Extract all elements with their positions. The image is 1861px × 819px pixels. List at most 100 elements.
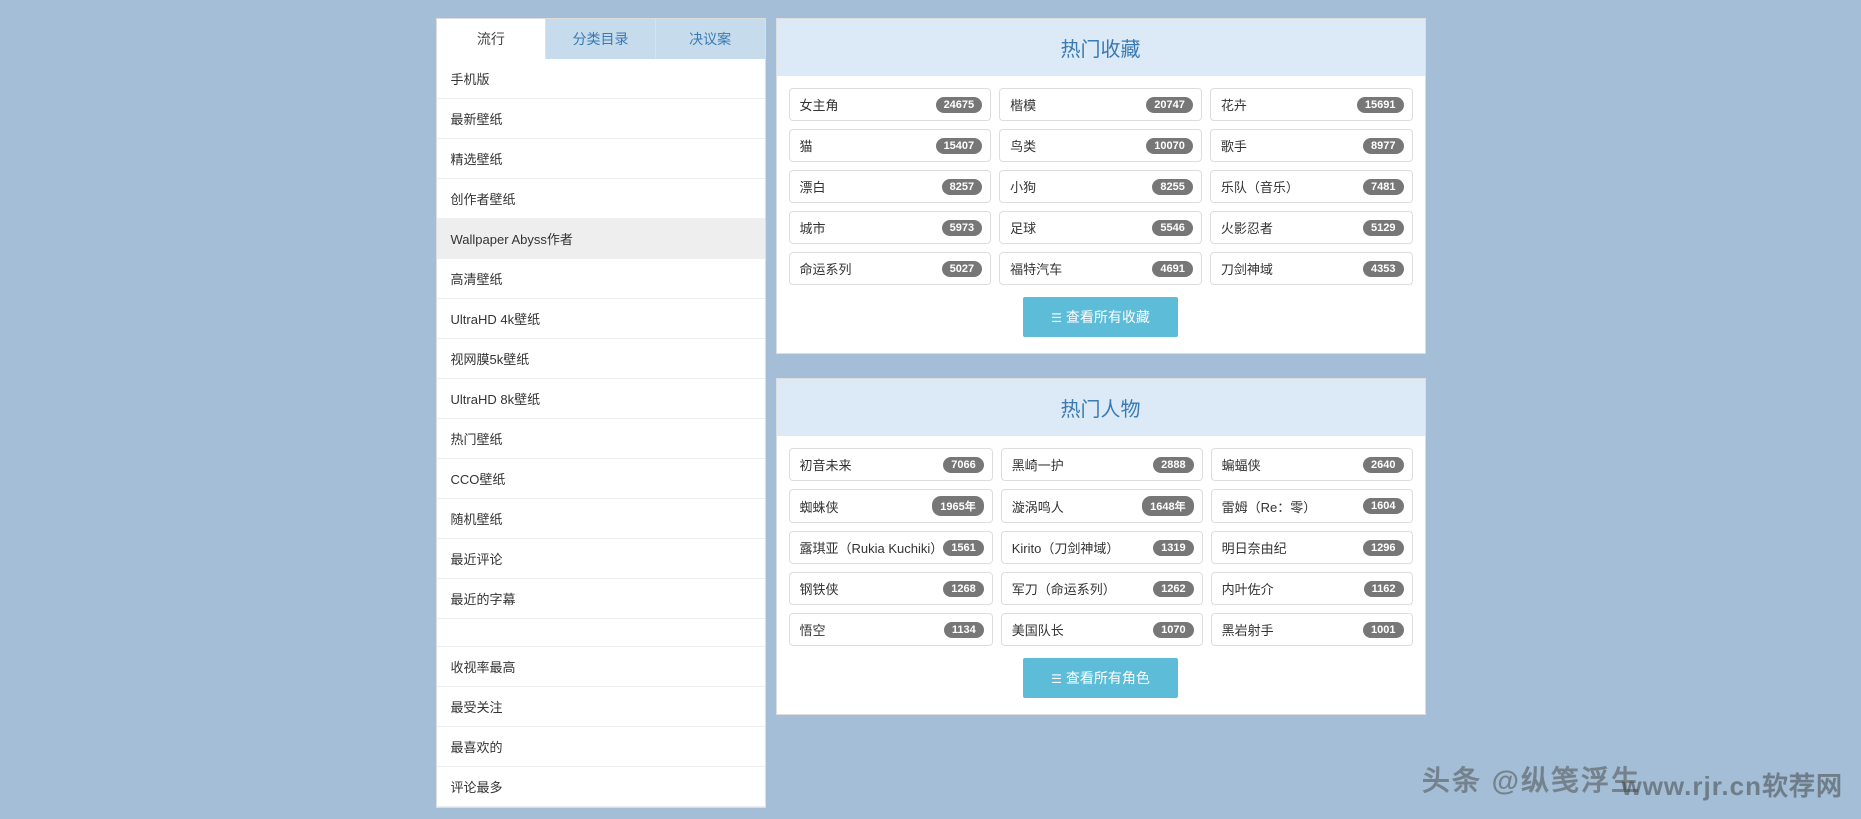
tag-chip[interactable]: 福特汽车4691 [999,252,1202,285]
tag-chip[interactable]: 猫 15407 [789,129,992,162]
tag-chip[interactable]: 漂白8257 [789,170,992,203]
sidebar-nav: 手机版最新壁纸精选壁纸创作者壁纸Wallpaper Abyss作者高清壁纸Ult… [437,59,765,807]
tag-count-badge: 20747 [1146,97,1193,113]
tag-count-badge: 1268 [943,581,983,597]
tag-label: 花卉 [1221,95,1247,114]
nav-item-5[interactable]: 高清壁纸 [437,259,765,299]
nav-item-3[interactable]: 创作者壁纸 [437,179,765,219]
tag-chip[interactable]: 雷姆（Re：零）1604 [1211,489,1413,523]
tag-label: 城市 [800,218,826,237]
sidebar-tabs: 流行分类目录决议案 [437,19,765,59]
watermark-site: www.rjr.cn软荐网 [1621,766,1843,803]
tag-chip[interactable]: 火影忍者5129 [1210,211,1413,244]
panel-0: 热门收藏女主角24675楷模20747花卉15691猫15407鸟类10070歌… [776,18,1426,354]
tag-label: 悟空 [800,620,826,639]
tag-chip[interactable]: 悟空 1134 [789,613,993,646]
tag-label: 漂白 [800,177,826,196]
tag-count-badge: 4691 [1152,261,1192,277]
tag-count-badge: 10070 [1146,138,1193,154]
tag-chip[interactable]: 明日奈由纪 1296 [1211,531,1413,564]
tag-chip[interactable]: 蜘蛛侠1965年 [789,489,993,523]
tag-chip[interactable]: 军刀（命运系列）1262 [1001,572,1203,605]
nav-item-1[interactable]: 最新壁纸 [437,99,765,139]
nav-item-9[interactable]: 热门壁纸 [437,419,765,459]
tag-count-badge: 5546 [1152,220,1192,236]
tag-chip[interactable]: 初音未来7066 [789,448,993,481]
panel-body: 女主角24675 楷模 20747 花卉 15691 猫 15407 鸟类 10070 歌手897… [777,76,1425,353]
tag-chip[interactable]: Kirito（刀剑神域）1319 [1001,531,1203,564]
tag-chip[interactable]: 钢铁侠1268 [789,572,993,605]
tag-chip[interactable]: 歌手8977 [1210,129,1413,162]
tag-chip[interactable]: 内叶佐介1162 [1211,572,1413,605]
tag-chip[interactable]: 鸟类 10070 [999,129,1202,162]
nav-item-12[interactable]: 最近评论 [437,539,765,579]
nav-item-7[interactable]: 视网膜5k壁纸 [437,339,765,379]
tag-count-badge: 1162 [1364,581,1404,597]
panel-body: 初音未来7066黑崎一护2888蝙蝠侠2640 蜘蛛侠1965年漩涡鸣人 1648年… [777,436,1425,714]
nav-item-10[interactable]: CCO壁纸 [437,459,765,499]
panel-title: 热门人物 [777,379,1425,436]
nav-item-16[interactable]: 最受关注 [437,687,765,727]
tag-label: 明日奈由纪 [1222,538,1287,557]
tag-count-badge: 2888 [1153,457,1193,473]
tag-label: 猫 [800,136,813,155]
tag-count-badge: 5027 [942,261,982,277]
tag-label: 露琪亚（Rukia Kuchiki） [800,538,944,557]
tag-count-badge: 1134 [944,622,984,638]
nav-item-0[interactable]: 手机版 [437,59,765,99]
nav-item-18[interactable]: 评论最多 [437,767,765,807]
tag-label: 蝙蝠侠 [1222,455,1261,474]
tag-count-badge: 1001 [1363,622,1403,638]
tag-label: 刀剑神域 [1221,259,1273,278]
tag-count-badge: 1561 [943,540,983,556]
nav-item-15[interactable]: 收视率最高 [437,647,765,687]
tab-0[interactable]: 流行 [437,19,547,59]
tab-1[interactable]: 分类目录 [546,19,656,59]
tag-chip[interactable]: 刀剑神域4353 [1210,252,1413,285]
tag-count-badge: 15407 [936,138,983,154]
tag-chip[interactable]: 美国队长1070 [1001,613,1203,646]
watermark-source: 头条 @纵笺浮生 [1422,759,1641,799]
nav-item-13[interactable]: 最近的字幕 [437,579,765,619]
tag-chip[interactable]: 黑崎一护2888 [1001,448,1203,481]
tag-count-badge: 1648年 [1142,496,1193,516]
tag-chip[interactable]: 黑岩射手1001 [1211,613,1413,646]
tag-label: 蜘蛛侠 [800,497,839,516]
tag-count-badge: 7481 [1363,179,1403,195]
tag-label: 漩涡鸣人 [1012,497,1064,516]
tag-grid: 女主角24675 楷模 20747 花卉 15691 猫 15407 鸟类 10070 歌手897… [789,88,1413,285]
view-all-button[interactable]: ☰查看所有收藏 [1023,297,1178,337]
nav-item-17[interactable]: 最喜欢的 [437,727,765,767]
tag-chip[interactable]: 命运系列5027 [789,252,992,285]
list-icon: ☰ [1051,311,1062,325]
tag-chip[interactable]: 足球5546 [999,211,1202,244]
tag-chip[interactable]: 蝙蝠侠2640 [1211,448,1413,481]
tag-label: 雷姆（Re：零） [1222,497,1317,516]
nav-item-4[interactable]: Wallpaper Abyss作者 [437,219,765,259]
sidebar: 流行分类目录决议案 手机版最新壁纸精选壁纸创作者壁纸Wallpaper Abys… [436,18,766,808]
tag-chip[interactable]: 女主角24675 [789,88,992,121]
list-icon: ☰ [1051,672,1062,686]
tag-chip[interactable]: 乐队（音乐）7481 [1210,170,1413,203]
nav-item-2[interactable]: 精选壁纸 [437,139,765,179]
tag-count-badge: 1262 [1153,581,1193,597]
tag-chip[interactable]: 小狗8255 [999,170,1202,203]
view-all-button[interactable]: ☰查看所有角色 [1023,658,1178,698]
tag-count-badge: 15691 [1357,97,1404,113]
tag-label: 鸟类 [1010,136,1036,155]
tag-label: 楷模 [1010,95,1036,114]
tag-count-badge: 1296 [1363,540,1403,556]
tab-2[interactable]: 决议案 [656,19,765,59]
tag-chip[interactable]: 楷模 20747 [999,88,1202,121]
tag-chip[interactable]: 露琪亚（Rukia Kuchiki）1561 [789,531,993,564]
tag-chip[interactable]: 漩涡鸣人 1648年 [1001,489,1203,523]
tag-label: 初音未来 [800,455,852,474]
panel-1: 热门人物初音未来7066黑崎一护2888蝙蝠侠2640 蜘蛛侠1965年漩涡鸣人 1… [776,378,1426,715]
tag-chip[interactable]: 城市5973 [789,211,992,244]
main-content: 热门收藏女主角24675楷模20747花卉15691猫15407鸟类10070歌… [776,18,1426,808]
tag-chip[interactable]: 花卉 15691 [1210,88,1413,121]
nav-item-11[interactable]: 随机壁纸 [437,499,765,539]
nav-item-6[interactable]: UltraHD 4k壁纸 [437,299,765,339]
tag-count-badge: 1070 [1153,622,1193,638]
nav-item-8[interactable]: UltraHD 8k壁纸 [437,379,765,419]
